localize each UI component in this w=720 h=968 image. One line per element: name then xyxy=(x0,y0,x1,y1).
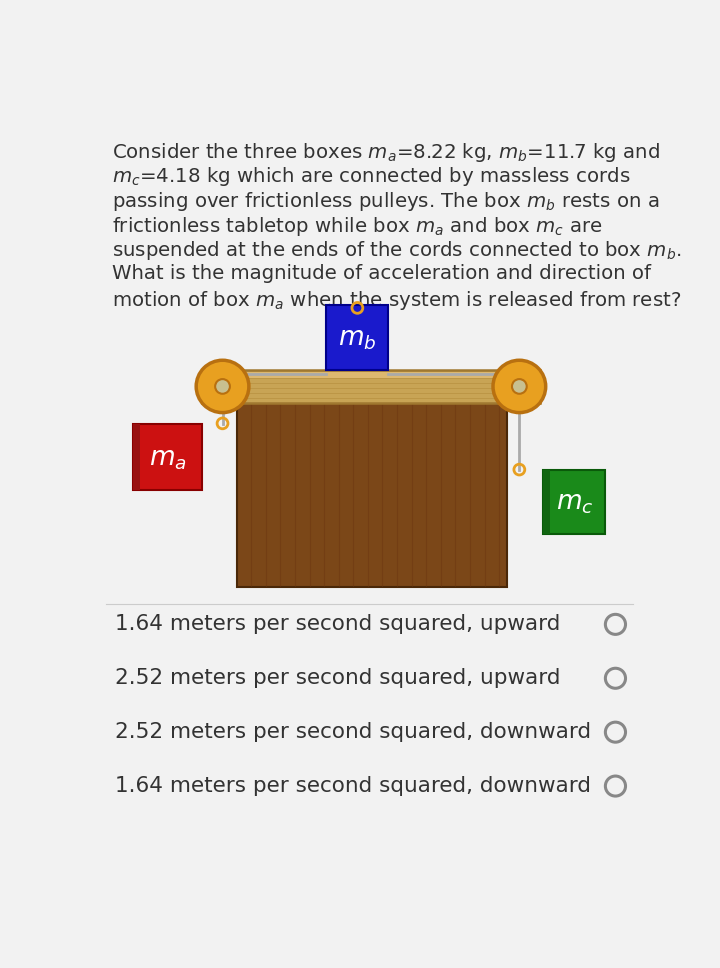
Bar xyxy=(204,372,538,378)
Bar xyxy=(326,305,388,370)
Text: $m_c$=4.18 kg which are connected by massless cords: $m_c$=4.18 kg which are connected by mas… xyxy=(112,166,630,189)
Bar xyxy=(544,470,606,533)
Bar xyxy=(133,424,140,491)
Bar xyxy=(133,424,202,491)
Text: $m_a$: $m_a$ xyxy=(148,445,186,471)
Text: $m_b$: $m_b$ xyxy=(338,326,377,351)
Text: frictionless tabletop while box $m_a$ and box $m_c$ are: frictionless tabletop while box $m_a$ an… xyxy=(112,215,603,238)
Text: motion of box $m_a$ when the system is released from rest?: motion of box $m_a$ when the system is r… xyxy=(112,288,681,312)
Bar xyxy=(238,403,507,588)
Text: $m_c$: $m_c$ xyxy=(556,490,593,516)
Text: What is the magnitude of acceleration and direction of: What is the magnitude of acceleration an… xyxy=(112,264,651,283)
Text: 1.64 meters per second squared, upward: 1.64 meters per second squared, upward xyxy=(114,615,560,634)
Text: suspended at the ends of the cords connected to box $m_b$.: suspended at the ends of the cords conne… xyxy=(112,239,681,262)
Circle shape xyxy=(196,360,249,412)
Text: 2.52 meters per second squared, downward: 2.52 meters per second squared, downward xyxy=(114,722,591,742)
Text: passing over frictionless pulleys. The box $m_b$ rests on a: passing over frictionless pulleys. The b… xyxy=(112,190,659,213)
Text: Consider the three boxes $m_a$=8.22 kg, $m_b$=11.7 kg and: Consider the three boxes $m_a$=8.22 kg, … xyxy=(112,140,660,164)
Circle shape xyxy=(493,360,546,412)
Text: 1.64 meters per second squared, downward: 1.64 meters per second squared, downward xyxy=(114,776,591,796)
Text: 2.52 meters per second squared, upward: 2.52 meters per second squared, upward xyxy=(114,668,560,688)
Circle shape xyxy=(215,379,230,394)
Bar xyxy=(202,370,539,403)
Bar xyxy=(544,470,549,533)
Circle shape xyxy=(512,379,527,394)
